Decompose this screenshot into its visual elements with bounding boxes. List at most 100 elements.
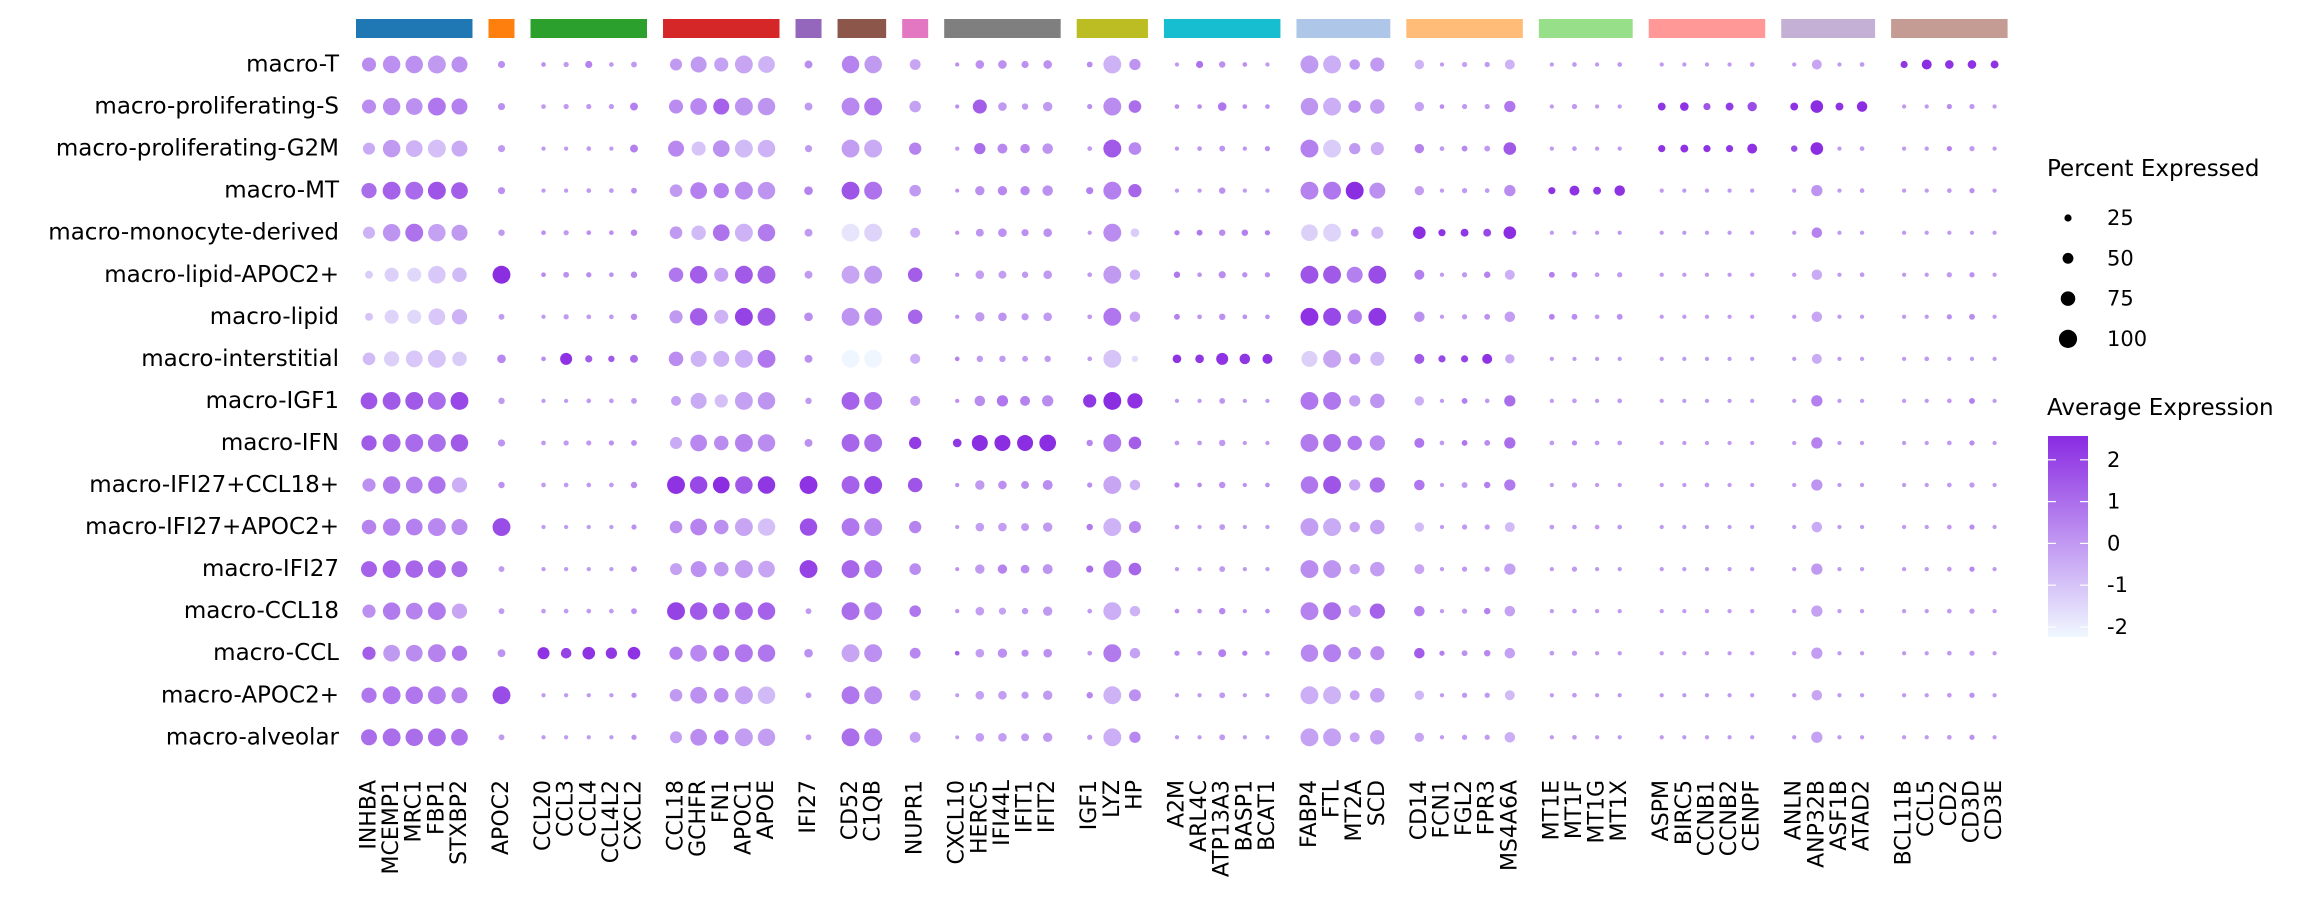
dot xyxy=(713,350,730,367)
dot xyxy=(1549,440,1555,446)
gene-label: FBP1 xyxy=(424,780,449,835)
dot xyxy=(1103,686,1122,705)
dot xyxy=(1461,440,1468,446)
dot xyxy=(1087,272,1093,278)
dot xyxy=(1924,693,1929,698)
dot xyxy=(1811,59,1822,70)
dot xyxy=(713,519,729,535)
gene-label: MS4A6A xyxy=(1497,780,1522,871)
cluster-label: macro-proliferating-S xyxy=(94,94,339,120)
dot xyxy=(1811,185,1823,197)
dot xyxy=(1992,188,1997,193)
dot xyxy=(1219,692,1226,699)
dot xyxy=(841,476,860,494)
dot xyxy=(563,314,569,320)
dot xyxy=(1484,566,1490,572)
dot xyxy=(1350,228,1359,237)
dot xyxy=(668,140,685,157)
dot xyxy=(734,391,753,410)
dot xyxy=(1992,482,1997,488)
dot xyxy=(1947,356,1952,361)
gene-group-bar xyxy=(944,19,1061,38)
dot xyxy=(757,265,776,284)
dot xyxy=(864,139,883,158)
dot xyxy=(1021,691,1029,699)
dot xyxy=(975,228,984,237)
dot xyxy=(1414,269,1425,280)
dot xyxy=(361,519,377,535)
dot xyxy=(1682,188,1687,193)
dot xyxy=(1414,101,1425,112)
dot xyxy=(734,55,753,74)
dot xyxy=(1242,104,1248,109)
dot xyxy=(907,309,923,325)
dot xyxy=(1947,230,1952,235)
gene-label: CCNB1 xyxy=(1694,780,1719,856)
dot xyxy=(1087,650,1093,656)
dot xyxy=(1704,609,1710,614)
gene-label: BASP1 xyxy=(1232,780,1257,851)
dot xyxy=(586,608,592,614)
dot xyxy=(405,181,424,200)
dot xyxy=(1725,102,1734,111)
dot xyxy=(630,354,638,363)
dot xyxy=(382,602,401,620)
dot xyxy=(805,734,812,741)
dot xyxy=(1022,355,1028,362)
dot xyxy=(757,728,776,747)
dot xyxy=(1859,651,1865,656)
dot xyxy=(563,608,569,614)
dot xyxy=(1969,608,1975,614)
dot xyxy=(1044,355,1051,363)
dot xyxy=(1323,181,1342,200)
dot xyxy=(1750,566,1755,572)
dot xyxy=(1924,146,1929,151)
dot xyxy=(382,139,401,158)
dot xyxy=(497,145,506,153)
gene-label: CD2 xyxy=(1937,780,1962,826)
dot xyxy=(1811,689,1823,701)
dot xyxy=(690,686,708,704)
dot xyxy=(1617,62,1623,67)
dot xyxy=(362,352,376,366)
dot xyxy=(1439,524,1445,530)
dot xyxy=(669,226,683,240)
dot xyxy=(734,349,753,368)
dot xyxy=(361,183,377,199)
dot xyxy=(670,436,683,449)
dot xyxy=(586,146,592,151)
dot xyxy=(1924,104,1929,109)
dot xyxy=(428,223,446,242)
gene-label: CCL4 xyxy=(576,780,601,837)
dot xyxy=(1594,356,1600,361)
dot xyxy=(1750,314,1755,319)
dot xyxy=(382,433,401,452)
dot xyxy=(1594,104,1600,109)
dot xyxy=(563,482,569,488)
dot xyxy=(361,561,377,578)
dot xyxy=(1569,185,1580,196)
dot xyxy=(1349,479,1361,491)
dot xyxy=(1593,186,1602,195)
dot xyxy=(564,398,569,404)
dot xyxy=(1197,146,1202,151)
dot xyxy=(1197,440,1202,446)
size-legend-label: 75 xyxy=(2107,287,2134,311)
dot xyxy=(955,230,960,235)
dot xyxy=(909,436,922,450)
dot xyxy=(805,608,812,615)
gene-label: ASF1B xyxy=(1827,780,1852,851)
dot xyxy=(757,223,776,242)
color-legend-label: 0 xyxy=(2107,531,2120,555)
dot xyxy=(1349,353,1361,365)
dot xyxy=(668,351,684,367)
dot xyxy=(1946,145,1952,152)
dot xyxy=(690,350,707,367)
gene-label: ATAD2 xyxy=(1850,780,1875,851)
dot xyxy=(735,476,753,494)
dot xyxy=(1438,229,1446,237)
dot xyxy=(1265,62,1270,67)
dot xyxy=(1659,398,1664,404)
dot xyxy=(1594,735,1600,740)
dot xyxy=(690,56,707,73)
